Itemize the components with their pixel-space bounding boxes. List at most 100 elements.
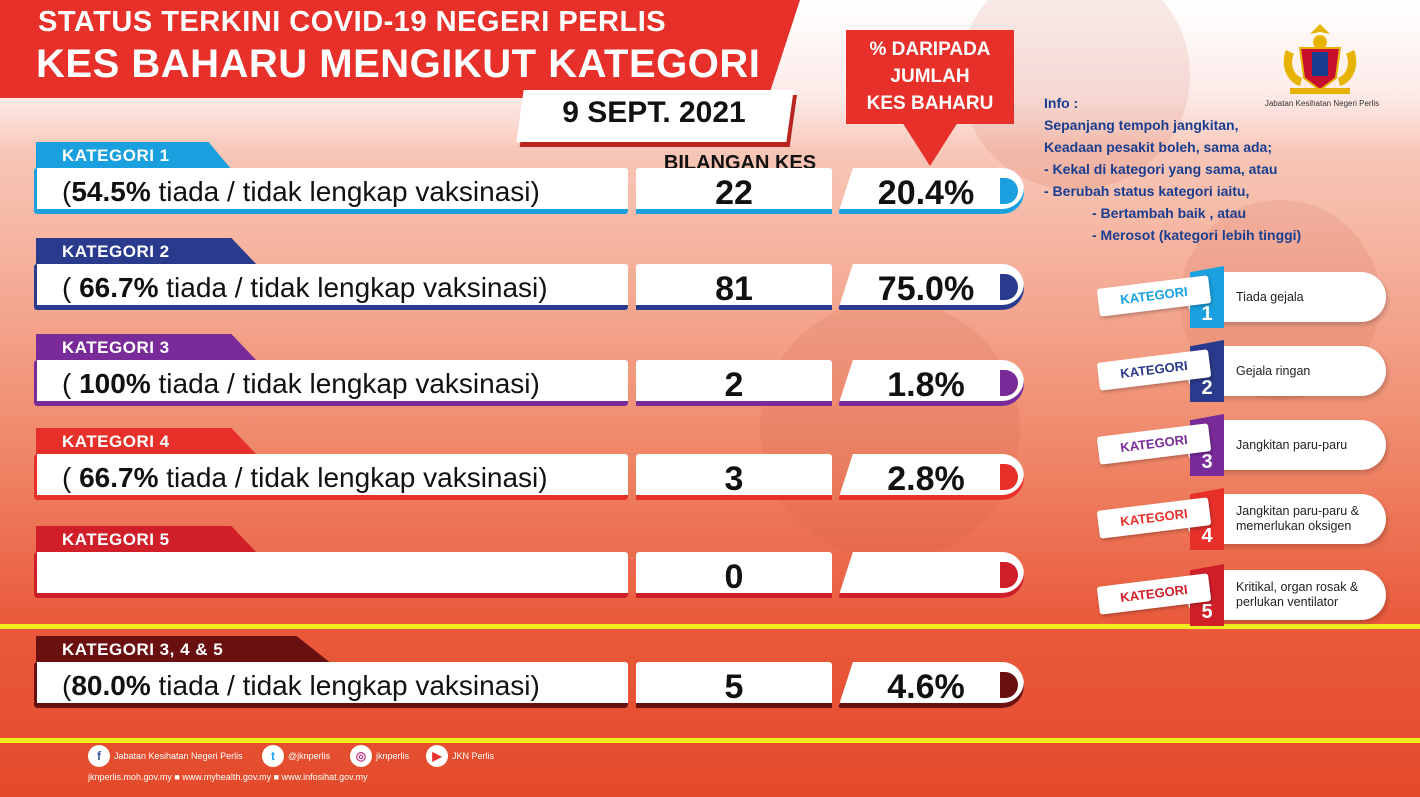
- category-tab: KATEGORI 3: [36, 334, 258, 362]
- percentage-value: 1.8%: [887, 366, 965, 404]
- case-count-cell: 81: [636, 264, 832, 310]
- row-border: [34, 264, 628, 310]
- social-link[interactable]: t @jknperlis: [262, 744, 330, 768]
- legend-description: Kritikal, organ rosak & perlukan ventila…: [1236, 580, 1359, 609]
- title-banner: [0, 0, 800, 98]
- legend-item: 1 KATEGORI Tiada gejala: [1096, 266, 1386, 328]
- vaccination-text: ( 100% tiada / tidak lengkap vaksinasi): [62, 368, 540, 400]
- legend-number: 3: [1201, 451, 1213, 473]
- category-tab: KATEGORI 1: [36, 142, 232, 170]
- info-line: - Kekal di kategori yang sama, atau: [1044, 161, 1278, 177]
- row-border: [34, 662, 628, 708]
- row-border: [636, 454, 832, 500]
- vaccination-text: ( 66.7% tiada / tidak lengkap vaksinasi): [62, 272, 548, 304]
- percentage-cell: [838, 552, 1024, 598]
- unvaccinated-percent: 66.7%: [71, 462, 159, 493]
- social-label: jknperlis: [376, 751, 410, 761]
- percentage-cell: 2.8%: [838, 454, 1024, 500]
- case-count-cell: 22: [636, 168, 832, 214]
- unvaccinated-percent: 54.5%: [71, 176, 151, 207]
- text-prefix: (: [62, 272, 72, 303]
- text-suffix: tiada / tidak lengkap vaksinasi): [150, 368, 540, 399]
- pct-header-line-1: % DARIPADA: [869, 39, 991, 60]
- text-prefix: (: [62, 670, 72, 701]
- percentage-value: 20.4%: [877, 174, 975, 212]
- case-count-cell: 0: [636, 552, 832, 598]
- percentage-cell: 4.6%: [838, 662, 1024, 708]
- virus-decoration: [760, 300, 1020, 560]
- case-count-cell: 2: [636, 360, 832, 406]
- row-border: [34, 168, 628, 214]
- legend-number: 2: [1201, 377, 1213, 399]
- text-suffix: tiada / tidak lengkap vaksinasi): [158, 462, 548, 493]
- social-link[interactable]: ▶ JKN Perlis: [426, 744, 494, 768]
- text-prefix: (: [62, 176, 72, 207]
- text-suffix: tiada / tidak lengkap vaksinasi): [158, 272, 548, 303]
- unvaccinated-percent: 100%: [71, 368, 151, 399]
- text-prefix: (: [62, 368, 72, 399]
- row-end-cap: [1000, 274, 1018, 300]
- legend-description: Tiada gejala: [1236, 289, 1304, 304]
- category-description: ( 66.7% tiada / tidak lengkap vaksinasi): [34, 264, 628, 310]
- info-line: - Merosot (kategori lebih tinggi): [1092, 227, 1302, 243]
- case-count: 2: [724, 366, 744, 404]
- footer-websites: jknperlis.moh.gov.my ■ www.myhealth.gov.…: [88, 772, 368, 782]
- info-line: - Berubah status kategori iaitu,: [1044, 183, 1250, 199]
- row-border: [636, 662, 832, 708]
- legend-description: Jangkitan paru-paru & memerlukan oksigen: [1236, 504, 1359, 533]
- down-arrow-icon: [902, 122, 958, 166]
- pct-header-box: [846, 30, 1014, 124]
- info-line: Keadaan pesakit boleh, sama ada;: [1044, 139, 1272, 155]
- row-border: [636, 552, 832, 598]
- social-links: f Jabatan Kesihatan Negeri Perlis t @jknper…: [88, 744, 558, 768]
- social-link[interactable]: ◎ jknperlis: [350, 744, 409, 768]
- logo-caption: Jabatan Kesihatan Negeri Perlis: [1264, 99, 1380, 108]
- social-label: @jknperlis: [288, 751, 331, 761]
- category-description: ( 66.7% tiada / tidak lengkap vaksinasi): [34, 454, 628, 500]
- divider-line: [0, 624, 1420, 629]
- legend-number: 1: [1201, 303, 1213, 325]
- vaccination-text: (54.5% tiada / tidak lengkap vaksinasi): [62, 176, 540, 208]
- percentage-cell: 1.8%: [838, 360, 1024, 406]
- legend-number: 5: [1201, 601, 1213, 623]
- legend-number: 4: [1201, 525, 1213, 547]
- row-end-cap: [1000, 370, 1018, 396]
- title-line-2: KES BAHARU MENGIKUT KATEGORI: [36, 42, 761, 86]
- facebook-icon: f: [88, 745, 110, 767]
- row-border: [34, 454, 628, 500]
- row-end-cap: [1000, 562, 1018, 588]
- social-label: JKN Perlis: [452, 751, 495, 761]
- social-label: Jabatan Kesihatan Negeri Perlis: [114, 751, 243, 761]
- row-border: [636, 264, 832, 310]
- category-description: (54.5% tiada / tidak lengkap vaksinasi): [34, 168, 628, 214]
- row-end-cap: [1000, 672, 1018, 698]
- row-end-cap: [1000, 178, 1018, 204]
- info-line: Sepanjang tempoh jangkitan,: [1044, 117, 1239, 133]
- text-suffix: tiada / tidak lengkap vaksinasi): [150, 176, 540, 207]
- legend-description: Gejala ringan: [1236, 363, 1311, 378]
- social-link[interactable]: f Jabatan Kesihatan Negeri Perlis: [88, 744, 243, 768]
- twitter-icon: t: [262, 745, 284, 767]
- vaccination-text: (80.0% tiada / tidak lengkap vaksinasi): [62, 670, 540, 702]
- case-count-cell: 5: [636, 662, 832, 708]
- row-end-cap: [1000, 464, 1018, 490]
- legend-item: 5 KATEGORI Kritikal, organ rosak & perluka…: [1096, 564, 1386, 626]
- legend-item: 4 KATEGORI Jangkitan paru-paru & memerluka…: [1096, 488, 1386, 550]
- percentage-value: 2.8%: [887, 460, 965, 498]
- category-description: [34, 552, 628, 598]
- title-line-1: STATUS TERKINI COVID-19 NEGERI PERLIS: [38, 6, 667, 38]
- row-border: [34, 360, 628, 406]
- text-prefix: (: [62, 462, 72, 493]
- divider-line: [0, 738, 1420, 743]
- category-tab: KATEGORI 3, 4 & 5: [36, 636, 332, 664]
- pct-header-line-2: JUMLAH: [890, 66, 970, 87]
- text-suffix: tiada / tidak lengkap vaksinasi): [150, 670, 540, 701]
- case-count: 0: [724, 558, 744, 596]
- date-label: 9 SEPT. 2021: [562, 96, 746, 129]
- row-border: [34, 552, 628, 598]
- case-count: 81: [715, 270, 753, 308]
- legend-item: 2 KATEGORI Gejala ringan: [1096, 340, 1386, 402]
- case-count: 3: [724, 460, 744, 498]
- category-tab: KATEGORI 2: [36, 238, 258, 266]
